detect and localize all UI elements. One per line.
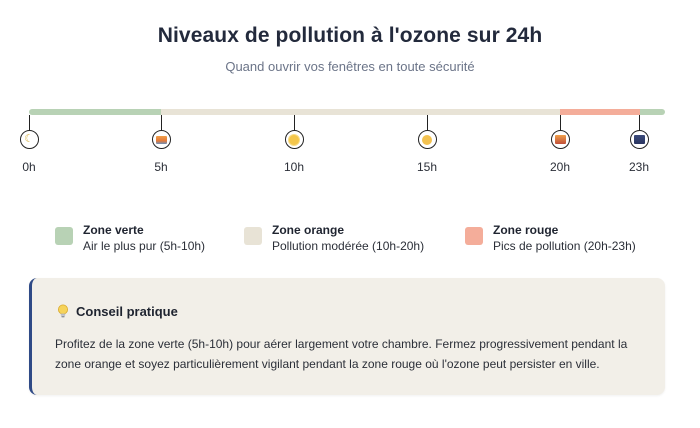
sun-icon — [289, 134, 299, 145]
zone-bar-red — [560, 109, 640, 115]
advice-body: Profitez de la zone verte (5h-10h) pour … — [55, 337, 628, 371]
page-title: Niveaux de pollution à l'ozone sur 24h — [157, 24, 543, 47]
zone-bar-orange — [161, 109, 560, 115]
tick-label: 23h — [628, 160, 650, 174]
tick-20h: 20h — [540, 115, 580, 174]
tick-5h: 5h — [141, 115, 181, 174]
legend-title: Zone rouge — [493, 223, 559, 237]
tick-marker — [151, 130, 171, 149]
tick-label: 5h — [154, 160, 168, 174]
tick-label: 20h — [549, 160, 571, 174]
tick-stem — [559, 115, 561, 130]
sunrise-icon — [155, 135, 167, 144]
advice-card: Conseil pratique Profitez de la zone ver… — [29, 278, 665, 395]
smiling-sun-icon — [422, 134, 432, 145]
legend-desc: Air le plus pur (5h-10h) — [83, 239, 206, 253]
tick-stem — [426, 115, 428, 130]
legend-title: Zone verte — [83, 223, 144, 237]
legend-swatch-red — [465, 227, 483, 245]
legend-desc: Pics de pollution (20h-23h) — [493, 239, 636, 253]
tick-0h: ☾ 0h — [9, 115, 49, 174]
legend-desc: Pollution modérée (10h-20h) — [272, 239, 425, 253]
page-subtitle: Quand ouvrir vos fenêtres en toute sécur… — [225, 59, 475, 74]
tick-marker — [550, 130, 570, 149]
lightbulb-icon — [58, 304, 68, 318]
tick-label: 10h — [283, 160, 305, 174]
tick-10h: 10h — [274, 115, 314, 174]
legend-swatch-green — [55, 227, 73, 245]
legend-title: Zone orange — [272, 223, 345, 237]
zone-bar-green-morning — [29, 109, 161, 115]
legend-text: Zone orange Pollution modérée (10h-20h) — [272, 223, 424, 253]
city-sunset-icon — [554, 135, 566, 144]
city-night-icon — [633, 135, 645, 144]
tick-label: 15h — [416, 160, 438, 174]
tick-stem — [28, 115, 30, 130]
tick-15h: 15h — [407, 115, 447, 174]
tick-23h: 23h — [619, 115, 659, 174]
tick-marker — [284, 130, 304, 149]
tick-stem — [160, 115, 162, 130]
legend-text: Zone rouge Pics de pollution (20h-23h) — [493, 223, 636, 253]
timeline-24h: ☾ 0h 5h 10h 15h — [0, 0, 700, 190]
tick-marker: ☾ — [19, 130, 39, 149]
tick-stem — [293, 115, 295, 130]
tick-label: 0h — [22, 160, 36, 174]
tick-stem — [638, 115, 640, 130]
advice-header: Conseil pratique — [55, 303, 178, 319]
moon-icon: ☾ — [24, 133, 34, 145]
tick-marker — [417, 130, 437, 149]
tick-marker — [629, 130, 649, 149]
zone-bar-green-night — [640, 109, 665, 115]
legend-swatch-orange — [244, 227, 262, 245]
advice-title: Conseil pratique — [76, 303, 178, 319]
legend-text: Zone verte Air le plus pur (5h-10h) — [83, 223, 205, 253]
